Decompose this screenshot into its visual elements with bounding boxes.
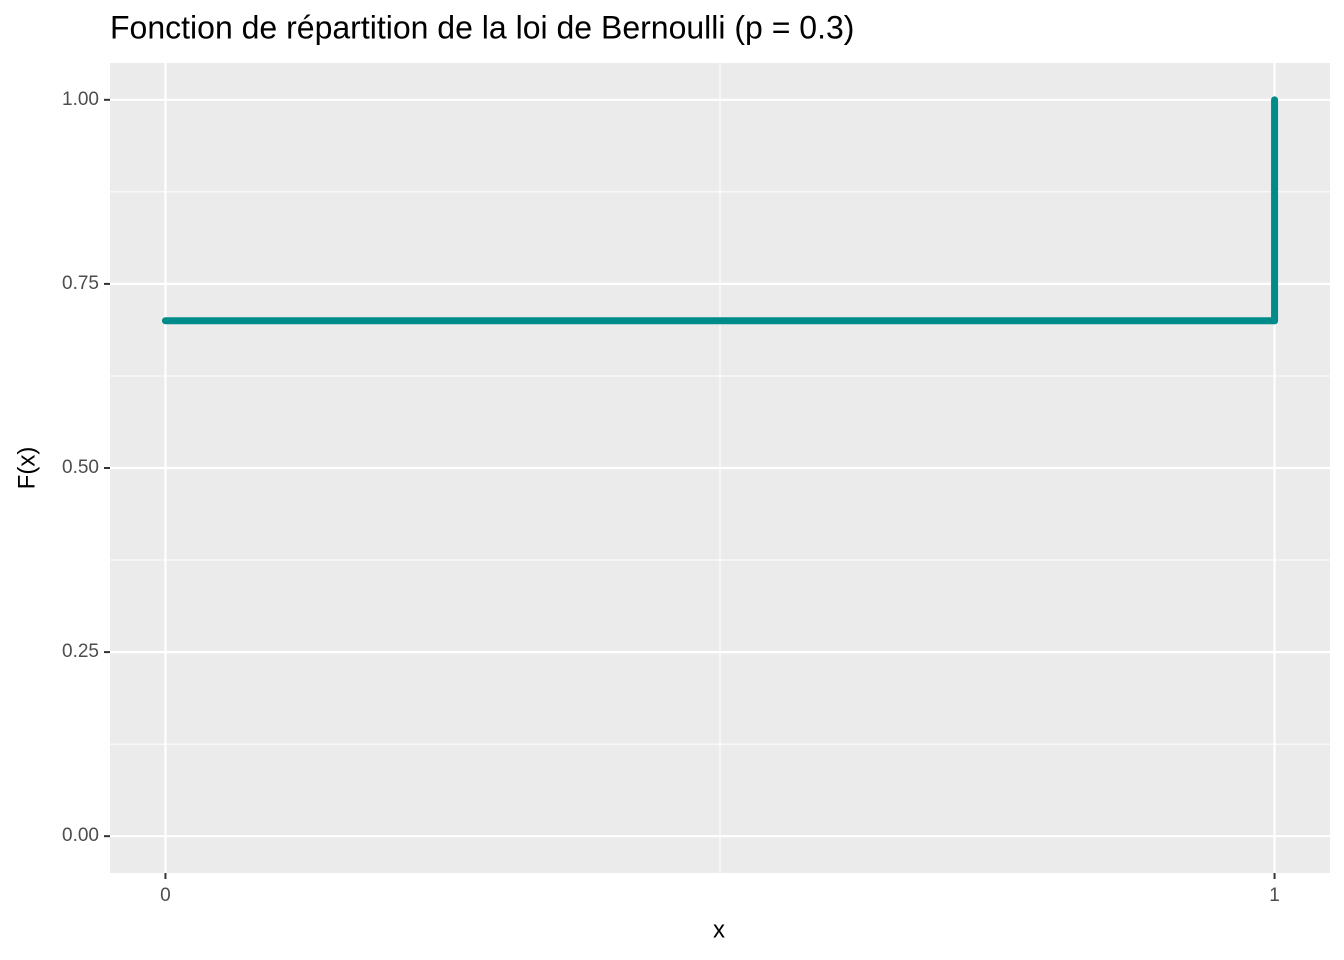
x-tick-label: 0 (160, 885, 171, 906)
x-tick-label: 1 (1269, 885, 1280, 906)
y-tick-label: 0.50 (62, 457, 99, 478)
y-axis-title: F(x) (13, 447, 40, 490)
chart-title: Fonction de répartition de la loi de Ber… (110, 9, 854, 45)
y-tick-label: 0.25 (62, 641, 99, 662)
y-tick-label: 1.00 (62, 89, 99, 110)
y-tick-label: 0.75 (62, 273, 99, 294)
x-axis-title: x (713, 916, 725, 943)
y-tick-label: 0.00 (62, 825, 99, 846)
